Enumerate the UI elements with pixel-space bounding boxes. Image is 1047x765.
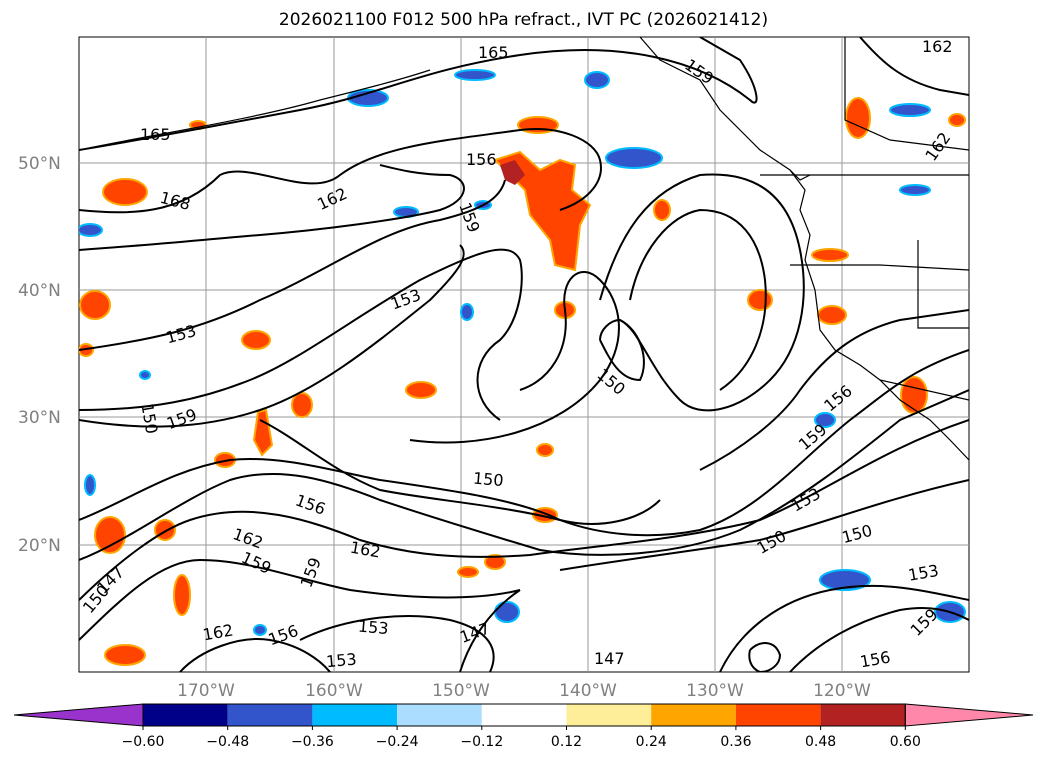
colorbar-tick-label: −0.60: [122, 734, 165, 750]
lon-label-170w: 170°W: [177, 681, 235, 701]
map-title: 2026021100 F012 500 hPa refract., IVT PC…: [278, 10, 769, 30]
colorbar-segment: [312, 704, 398, 726]
lat-label-50n: 50°N: [18, 154, 61, 174]
colorbar-segment: [820, 704, 906, 726]
colorbar-segment: [227, 704, 313, 726]
contour-label: 165: [478, 43, 509, 62]
contour-label: 150: [472, 469, 504, 491]
map-frame: [78, 36, 970, 673]
lat-label-40n: 40°N: [18, 281, 61, 301]
coastlines: [79, 37, 969, 461]
colorbar-tick-label: −0.24: [376, 734, 419, 750]
lon-label-140w: 140°W: [559, 681, 617, 701]
colorbar-tick-label: 0.36: [720, 734, 751, 750]
lon-label-120w: 120°W: [813, 681, 871, 701]
colorbar-extend-high: [904, 703, 1034, 727]
contour-label: 153: [357, 617, 389, 639]
positive-anomaly-fills: [79, 97, 966, 666]
lon-label-150w: 150°W: [432, 681, 490, 701]
colorbar-segment: [566, 704, 652, 726]
lon-label-160w: 160°W: [305, 681, 363, 701]
contour-label: 165: [140, 125, 171, 144]
colorbar-tick-label: −0.36: [291, 734, 334, 750]
colorbar: [13, 703, 1034, 727]
longitude-labels: 170°W 160°W 150°W 140°W 130°W 120°W: [177, 681, 871, 701]
lon-label-130w: 130°W: [686, 681, 744, 701]
colorbar-tick-labels: −0.60 −0.48 −0.36 −0.24 −0.12 0.12 0.24 0.36 0.4…: [122, 726, 921, 750]
negative-anomaly-fills: [79, 69, 966, 636]
colorbar-tick-label: 0.48: [805, 734, 836, 750]
contour-label: 156: [466, 150, 497, 169]
refractivity-contours: [79, 37, 969, 672]
colorbar-segment: [481, 704, 567, 726]
colorbar-tick-label: 0.12: [551, 734, 582, 750]
colorbar-extend-low: [13, 703, 144, 727]
colorbar-segment: [397, 704, 482, 726]
colorbar-segment: [651, 704, 736, 726]
lat-label-20n: 20°N: [18, 536, 61, 556]
colorbar-tick-label: 0.24: [636, 734, 667, 750]
latitude-labels: 50°N 40°N 30°N 20°N: [18, 154, 61, 556]
contour-label: 153: [325, 650, 357, 672]
colorbar-outline: [142, 703, 906, 727]
colorbar-tick-label: −0.48: [206, 734, 249, 750]
contour-label: 162: [922, 37, 953, 56]
colorbar-tick-label: −0.12: [460, 734, 503, 750]
lat-label-30n: 30°N: [18, 408, 61, 428]
colorbar-segment: [143, 704, 228, 726]
colorbar-segment: [735, 704, 821, 726]
colorbar-tick-label: 0.60: [890, 734, 921, 750]
contour-label: 147: [594, 649, 625, 668]
